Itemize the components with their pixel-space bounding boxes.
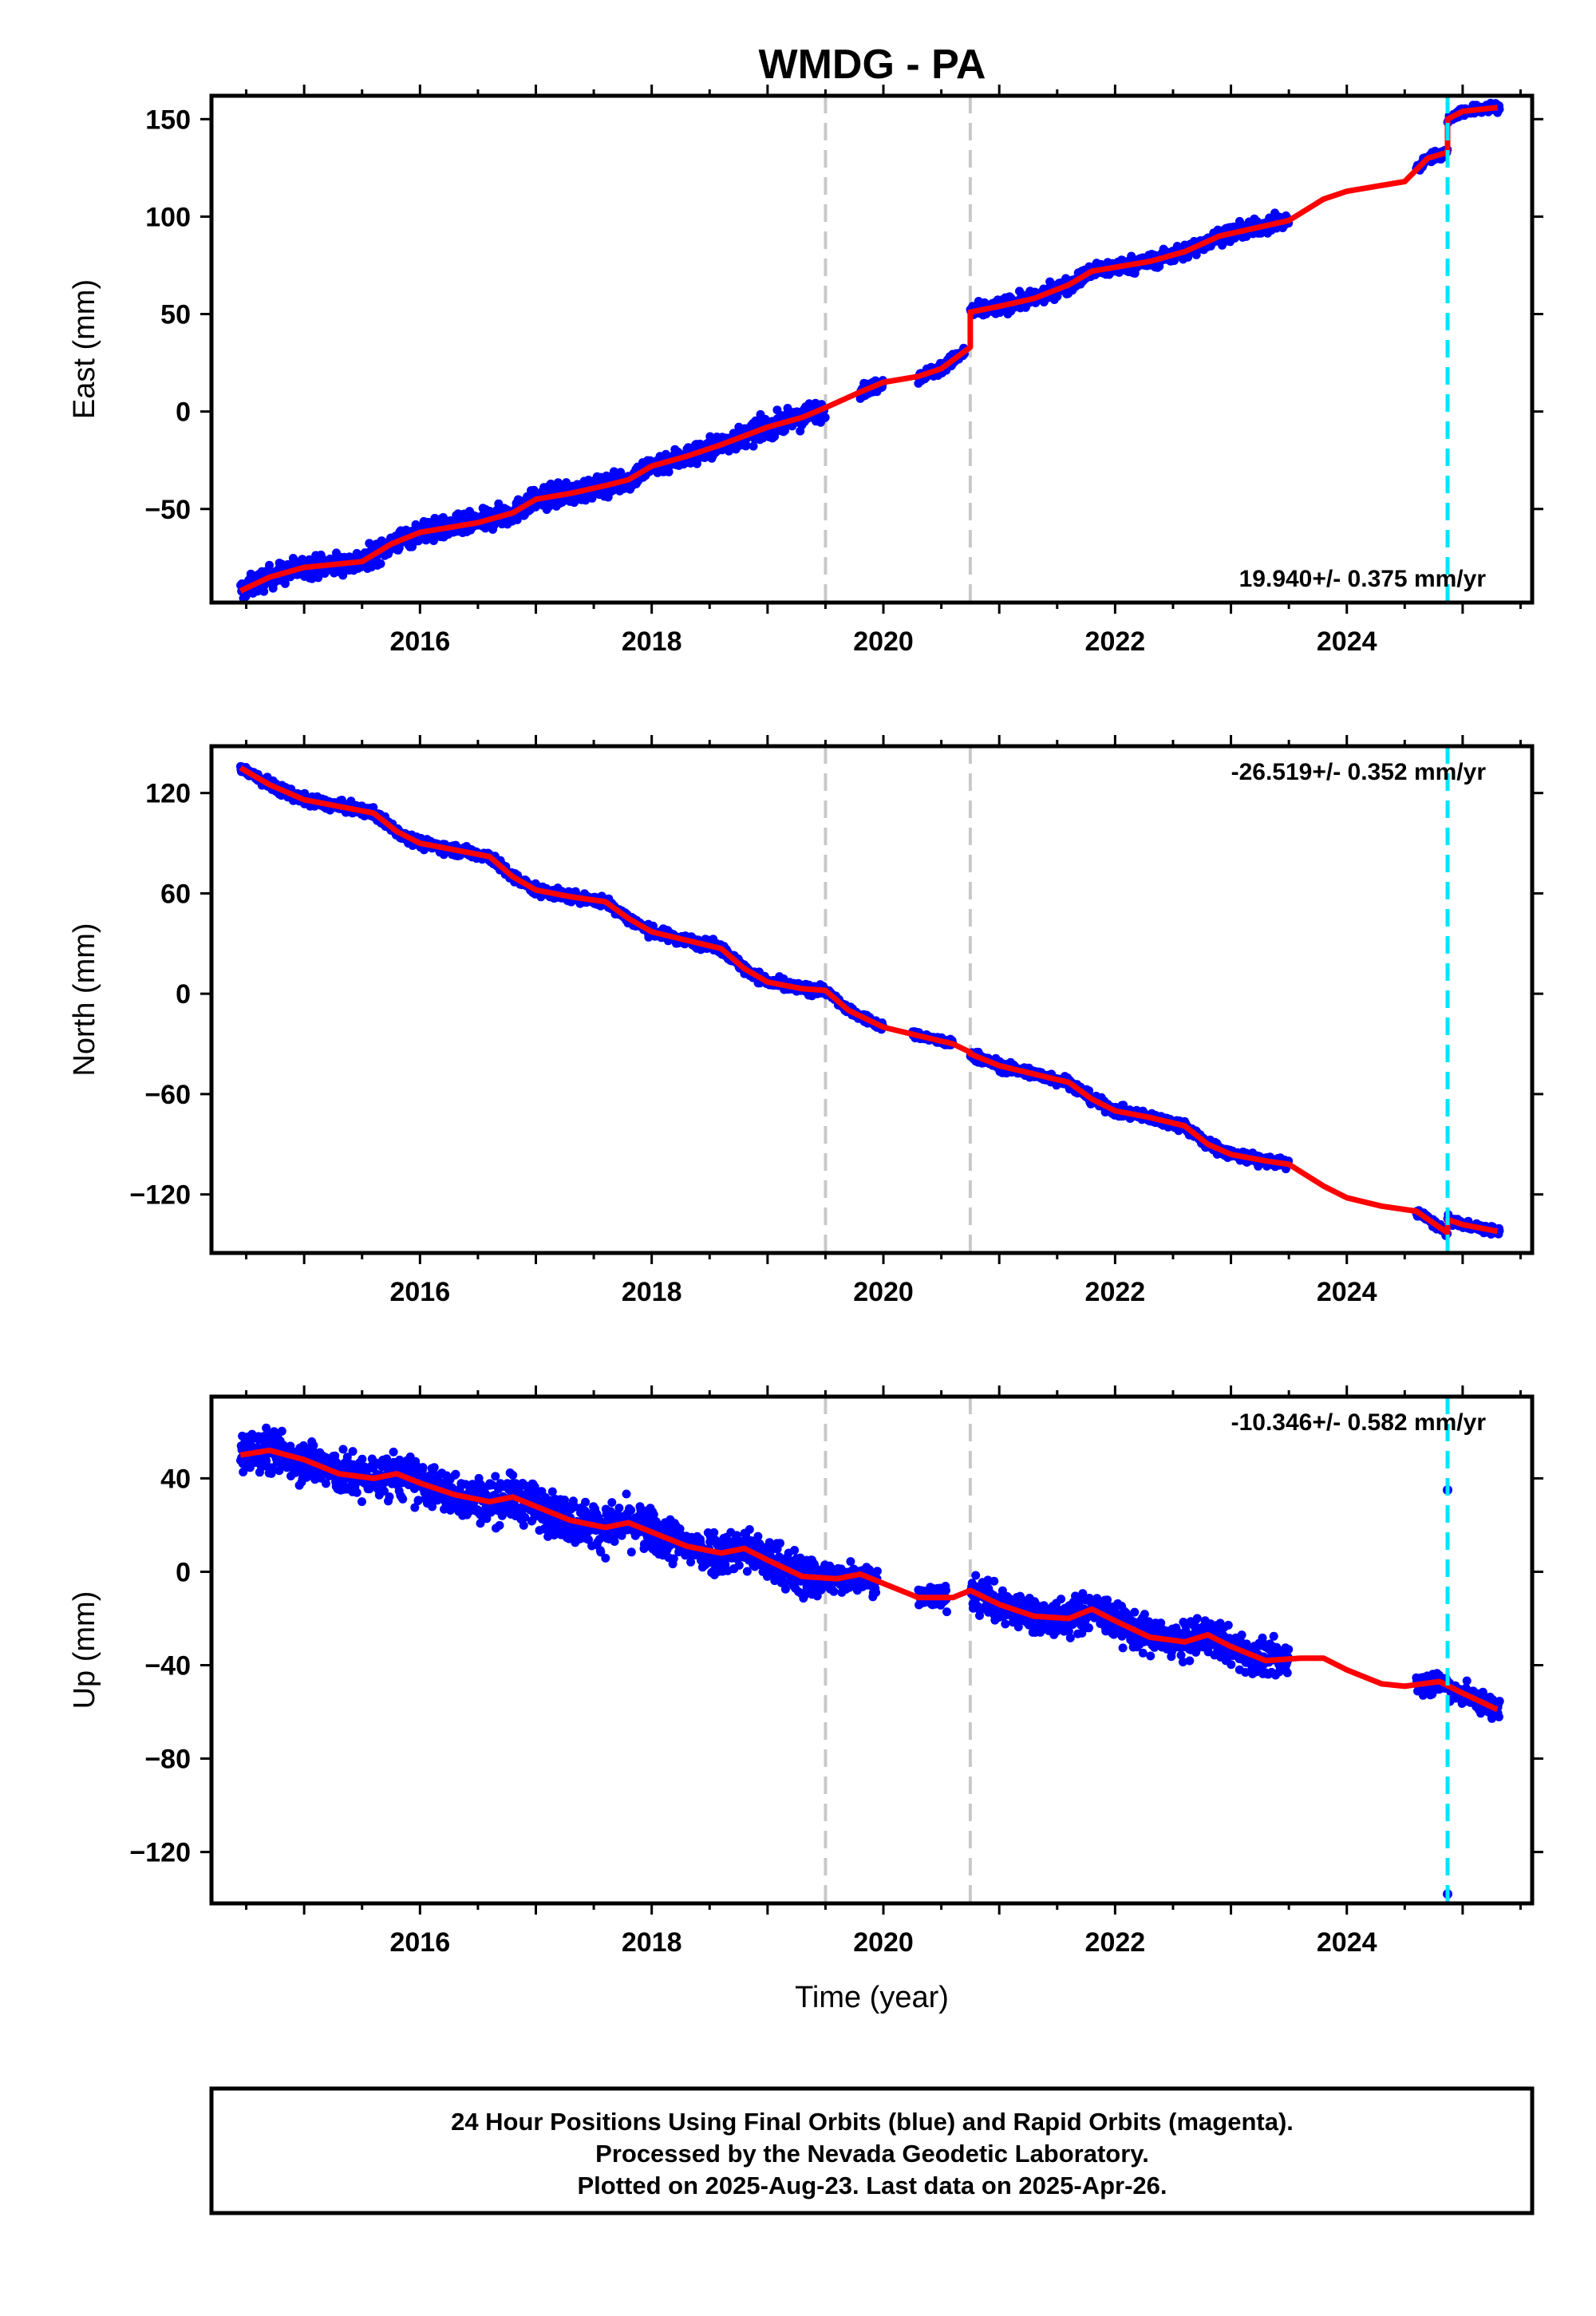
data-points — [236, 98, 1504, 603]
model-line — [239, 765, 1499, 1236]
figure-title: WMDG - PA — [759, 41, 986, 88]
x-tick-label: 2024 — [1317, 1277, 1377, 1307]
x-tick-label: 2024 — [1317, 626, 1377, 657]
data-point — [280, 579, 290, 588]
x-tick-label: 2018 — [622, 1277, 682, 1307]
data-point — [241, 591, 251, 601]
data-points — [235, 761, 1504, 1240]
east-panel: −50 0 50 100 150 2016 2018 2020 2022 2024 East (mm… — [68, 85, 1543, 657]
y-tick-label: 120 — [145, 779, 191, 809]
plot-area — [235, 746, 1504, 1253]
x-tick-label: 2016 — [389, 1277, 450, 1307]
y-tick-label: 100 — [145, 202, 191, 232]
x-tick-label: 2022 — [1085, 1277, 1146, 1307]
data-point — [265, 560, 274, 570]
data-point — [376, 559, 385, 568]
data-point — [664, 467, 674, 476]
data-point — [239, 1468, 248, 1476]
y-tick-label: −60 — [144, 1080, 191, 1110]
plot-area — [236, 96, 1504, 603]
y-tick-label: 150 — [145, 105, 191, 135]
data-point — [741, 441, 751, 450]
y-tick-label: 0 — [176, 397, 191, 428]
y-tick-label: −120 — [129, 1180, 191, 1211]
panel-frame — [209, 744, 1535, 1255]
y-axis-label: East (mm) — [68, 279, 101, 419]
data-points — [236, 1423, 1504, 1723]
data-point — [365, 539, 374, 548]
y-tick-label: 0 — [176, 979, 191, 1010]
x-tick-label: 2020 — [853, 626, 914, 657]
x-tick-label: 2016 — [389, 626, 450, 657]
panel-frame — [209, 93, 1535, 605]
y-tick-label: 60 — [160, 879, 191, 909]
plot-area — [236, 1397, 1504, 1903]
y-axis-label: North (mm) — [68, 923, 101, 1076]
x-tick-label: 2018 — [622, 626, 682, 657]
data-point — [314, 573, 323, 583]
y-tick-label: −50 — [144, 495, 191, 525]
velocity-label: -26.519+/- 0.352 mm/yr — [1231, 759, 1487, 785]
data-point — [512, 515, 522, 524]
x-tick-label: 2022 — [1085, 626, 1146, 657]
x-tick-label: 2020 — [853, 1277, 914, 1307]
velocity-label: 19.940+/- 0.375 mm/yr — [1239, 566, 1487, 592]
model-line — [239, 105, 1498, 594]
y-tick-label: 50 — [160, 300, 191, 330]
north-panel: −120 −60 0 60 120 2016 2018 2020 2022 2024 North (… — [68, 735, 1543, 1307]
data-point — [749, 441, 758, 451]
data-point — [820, 413, 830, 422]
